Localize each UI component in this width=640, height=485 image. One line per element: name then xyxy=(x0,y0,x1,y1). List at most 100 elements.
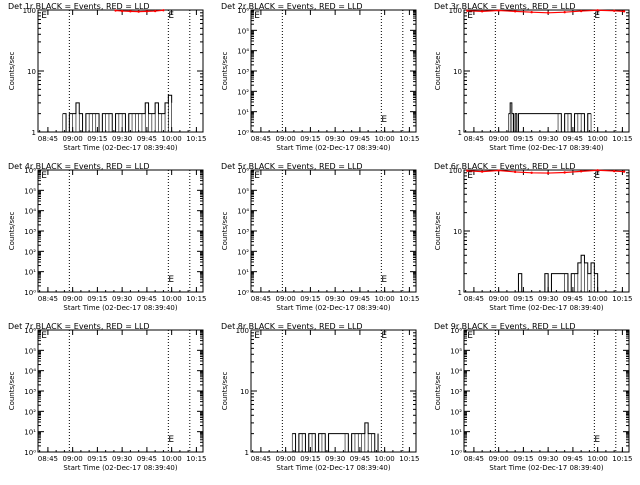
events-series xyxy=(515,254,599,293)
y-tick-label: 100 xyxy=(23,7,36,15)
x-axis-label: Start Time (02-Dec-17 08:39:40) xyxy=(489,304,603,312)
x-tick-label: 09:45 xyxy=(563,455,583,463)
panel-title: Det 7r BLACK = Events, RED = LLD xyxy=(8,322,150,331)
y-axis-label: Counts/sec xyxy=(221,372,229,411)
y-tick-label: 10¹ xyxy=(450,429,462,437)
x-tick-label: 08:45 xyxy=(464,135,484,143)
x-tick-label: 09:45 xyxy=(137,295,157,303)
x-tick-label: 09:45 xyxy=(350,135,370,143)
x-tick-label: 09:30 xyxy=(112,455,132,463)
lld-point xyxy=(466,169,469,173)
y-tick-label: 10¹ xyxy=(24,429,36,437)
x-tick-label: 09:45 xyxy=(563,135,583,143)
x-tick-label: 10:15 xyxy=(612,135,632,143)
flag-marker-e: E xyxy=(168,11,174,21)
x-tick-label: 10:00 xyxy=(162,135,182,143)
lld-point xyxy=(612,9,616,13)
lld-point xyxy=(612,169,616,173)
panel-det-5r: Det 5r BLACK = Events, RED = LLD 10⁰ 10¹ 10… xyxy=(221,162,419,312)
x-tick-label: 08:45 xyxy=(251,295,271,303)
x-axis-label: Start Time (02-Dec-17 08:39:40) xyxy=(276,464,390,472)
lld-point xyxy=(497,9,500,12)
x-tick-label: 10:00 xyxy=(588,295,608,303)
lld-point xyxy=(145,10,149,13)
y-axis-label: Counts/sec xyxy=(434,372,442,411)
x-tick-label: 10:00 xyxy=(375,455,395,463)
y-tick-label: 10⁰ xyxy=(24,289,36,297)
flag-marker-e: E xyxy=(254,11,260,21)
lld-point xyxy=(120,9,124,13)
y-axis-label: Counts/sec xyxy=(8,372,16,411)
x-tick-label: 10:15 xyxy=(399,455,419,463)
y-tick-label: 10⁴ xyxy=(24,368,36,376)
panel-title: Det 8r BLACK = Events, RED = LLD xyxy=(221,322,363,331)
x-axis-label: Start Time (02-Dec-17 08:39:40) xyxy=(276,144,390,152)
y-tick-label: 10⁵ xyxy=(237,27,249,35)
y-tick-label: 10⁴ xyxy=(237,208,249,216)
x-tick-label: 09:00 xyxy=(63,135,83,143)
lld-point xyxy=(153,9,157,13)
x-tick-label: 10:15 xyxy=(612,455,632,463)
y-tick-label: 10³ xyxy=(237,228,249,236)
y-tick-label: 10² xyxy=(237,248,249,256)
lld-point xyxy=(530,11,533,14)
flag-marker-e: E xyxy=(467,331,473,341)
lld-point xyxy=(579,9,583,13)
lld-point xyxy=(162,9,165,12)
x-axis-label: Start Time (02-Dec-17 08:39:40) xyxy=(63,464,177,472)
lld-point xyxy=(497,169,500,172)
panel-title: Det 6r BLACK = Events, RED = LLD xyxy=(434,162,576,171)
x-tick-label: 09:30 xyxy=(538,295,558,303)
x-tick-label: 08:45 xyxy=(38,455,58,463)
x-tick-label: 09:00 xyxy=(63,455,83,463)
y-tick-label: 10⁶ xyxy=(237,7,249,15)
x-tick-label: 09:15 xyxy=(513,295,533,303)
y-tick-label: 10⁰ xyxy=(24,449,36,457)
y-axis-label: Counts/sec xyxy=(434,52,442,91)
y-axis-label: Counts/sec xyxy=(434,212,442,251)
y-tick-label: 10⁵ xyxy=(24,187,36,195)
panel-det-6r: Det 6r BLACK = Events, RED = LLD 1 10 100 Co… xyxy=(434,162,632,312)
x-tick-label: 09:30 xyxy=(538,135,558,143)
x-tick-label: 09:00 xyxy=(489,295,509,303)
panel-title: Det 3r BLACK = Events, RED = LLD xyxy=(434,2,576,11)
x-tick-label: 10:00 xyxy=(375,135,395,143)
y-tick-label: 10² xyxy=(24,248,36,256)
x-tick-label: 09:00 xyxy=(276,455,296,463)
y-tick-label: 10³ xyxy=(237,68,249,76)
x-tick-label: 09:30 xyxy=(112,295,132,303)
y-tick-label: 10¹ xyxy=(237,109,249,117)
plot-frame xyxy=(463,329,630,453)
x-tick-label: 09:30 xyxy=(112,135,132,143)
x-tick-label: 10:00 xyxy=(588,135,608,143)
x-tick-label: 08:45 xyxy=(464,455,484,463)
x-tick-label: 10:00 xyxy=(162,455,182,463)
x-tick-label: 09:15 xyxy=(300,295,320,303)
flag-marker-e: E xyxy=(254,171,260,181)
lld-point xyxy=(513,170,517,174)
panel-det-7r: Det 7r BLACK = Events, RED = LLD 10⁰ 10¹ 10… xyxy=(8,322,206,472)
y-tick-label: 10² xyxy=(450,408,462,416)
x-tick-label: 09:00 xyxy=(489,455,509,463)
panel-det-8r: Det 8r BLACK = Events, RED = LLD 1 10 100 Co… xyxy=(221,322,419,472)
y-tick-label: 10⁴ xyxy=(237,48,249,56)
panel-det-3r: Det 3r BLACK = Events, RED = LLD 1 10 100 Co… xyxy=(434,2,632,152)
x-tick-label: 09:45 xyxy=(350,295,370,303)
y-tick-label: 10⁰ xyxy=(237,289,249,297)
y-axis-label: Counts/sec xyxy=(8,52,16,91)
lld-point xyxy=(596,169,599,172)
x-tick-label: 09:30 xyxy=(325,135,345,143)
lld-point xyxy=(546,11,550,14)
flag-marker-e: E xyxy=(254,331,260,341)
panel-title: Det 4r BLACK = Events, RED = LLD xyxy=(8,162,150,171)
panel-det-4r: Det 4r BLACK = Events, RED = LLD 10⁰ 10¹ 10… xyxy=(8,162,206,312)
flag-marker-e: E xyxy=(381,275,387,285)
x-tick-label: 09:15 xyxy=(300,135,320,143)
y-tick-label: 10⁰ xyxy=(450,449,462,457)
panel-det-9r: Det 9r BLACK = Events, RED = LLD 10⁰ 10¹ 10… xyxy=(434,322,632,472)
y-tick-label: 1 xyxy=(458,289,462,297)
x-tick-label: 09:00 xyxy=(276,135,296,143)
x-tick-label: 10:15 xyxy=(612,295,632,303)
flag-marker-e: E xyxy=(467,171,473,181)
